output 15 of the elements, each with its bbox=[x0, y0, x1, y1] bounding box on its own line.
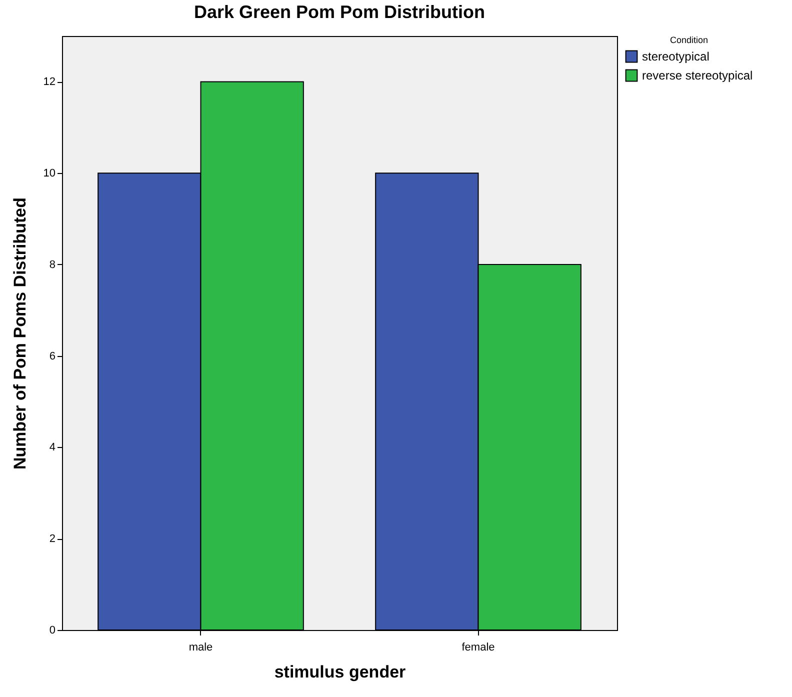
y-tick-label: 2 bbox=[49, 533, 56, 546]
legend-label: stereotypical bbox=[642, 50, 710, 64]
y-tick-label: 12 bbox=[43, 76, 56, 88]
x-axis-title: stimulus gender bbox=[274, 662, 406, 682]
y-tick-label: 8 bbox=[49, 258, 56, 271]
y-axis-title: Number of Pom Poms Distributed bbox=[10, 197, 30, 470]
y-tick-label: 4 bbox=[49, 442, 56, 454]
x-tick-label: male bbox=[188, 642, 213, 654]
legend-title: Condition bbox=[670, 35, 708, 45]
y-tick-label: 10 bbox=[43, 168, 56, 180]
y-tick-label: 0 bbox=[49, 624, 56, 636]
legend-label: reverse stereotypical bbox=[642, 68, 753, 82]
chart-title: Dark Green Pom Pom Distribution bbox=[194, 2, 486, 22]
x-tick-label: female bbox=[462, 642, 495, 654]
y-tick-label: 6 bbox=[49, 350, 56, 362]
